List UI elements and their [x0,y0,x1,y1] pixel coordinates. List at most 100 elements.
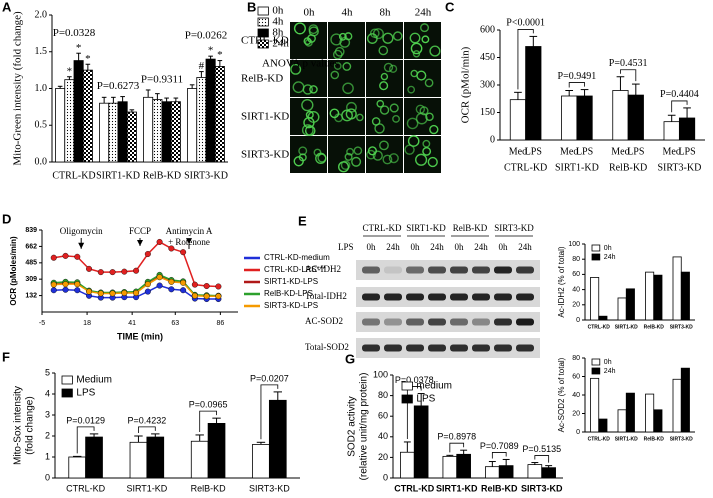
lane-label: 0h [455,242,465,252]
legend-swatch [257,6,269,16]
x-tick-label: SIRT1-KD [615,436,638,442]
column-label: 8h [380,7,392,19]
data-point [180,287,187,294]
y-tick-label: 450 [480,52,495,63]
p-value: P=0.0328 [53,27,96,39]
x-tick-label: 18 [83,320,91,327]
y-tick-label: 132 [25,292,37,299]
y-tick-label: 60 [572,373,580,380]
y-tick-label: 0.0 [35,156,48,167]
significance-mark: # [199,60,205,72]
bar-chart: 0 1 2 3 4 5 Mito-Sox intensity (fold change) CTR… [13,367,300,493]
bar [413,405,429,479]
legend-swatch [61,375,73,385]
y-tick-label: 600 [480,24,495,35]
y-tick-label: 3 [45,409,50,419]
data-point [50,254,57,261]
bar [73,60,84,163]
legend-label: 0h [272,5,284,17]
cell [409,32,421,44]
x-tick-label: RelB-KD [644,324,665,330]
bar [252,443,270,479]
data-point [156,274,163,281]
bar [617,297,627,321]
data-point [215,293,222,300]
cell [416,70,427,81]
bar-label: Med [611,146,629,157]
lane-label: 0h [499,242,509,252]
y-tick-label: 5 [45,367,50,377]
y-tick-label: 0 [383,472,388,482]
cell [392,31,403,41]
bar [55,88,66,163]
legend-swatch [591,367,601,375]
y-tick-label: 40 [572,286,580,293]
data-point [109,269,116,276]
cell [298,153,307,162]
y-axis-label: Mito-Green intensity (fold change) [12,11,24,166]
lane-label: 24h [518,242,532,252]
cell [420,23,430,33]
bar [207,422,226,479]
y-tick-label: 4 [45,388,50,398]
y-tick-label: 485 [25,260,37,267]
x-axis-label: TIME (min) [117,331,163,341]
p-bracket [138,426,156,433]
y-tick-label: 60 [378,411,388,421]
legend-label: RelB-KD-LPS [264,289,313,298]
p-bracket [517,29,534,90]
bar [576,95,593,141]
data-point [97,269,104,276]
bar [170,101,181,163]
cell [407,135,420,147]
arrow-head [186,238,192,245]
y-tick-label: 0 [45,472,50,482]
bar [672,256,682,321]
annotation: FCCP [129,226,151,236]
bar [617,409,627,433]
bar-chart: 0 20 40 60 80 Ac-SOD2 (% of total) CTRL-KD SIRT… [557,355,695,442]
bar [68,456,87,479]
y-axis-label: OCR (pMol/min) [460,46,472,123]
cell [317,153,327,163]
bar-label: LPS [678,146,695,157]
legend-label: LPS [416,394,435,405]
data-point [203,293,210,300]
cell [353,146,363,155]
data-point [62,281,69,288]
bar [485,466,500,479]
data-point [168,245,175,252]
blot-band [494,344,512,352]
data-point [168,286,175,293]
y-axis-label: Mito-Sox intensity [13,386,24,465]
cell [383,62,394,73]
column-label: 0h [304,7,316,19]
x-tick-label: SIRT3-KD [184,170,228,181]
data-point [86,288,93,295]
legend-label: 24h [604,254,616,261]
p-bracket [260,384,279,440]
data-point [121,289,128,296]
panel-label: G [345,351,355,366]
bar [205,58,216,163]
p-value: P=0.6273 [97,80,140,92]
y-tick-label: 2.0 [35,9,48,20]
y-tick-label: 20 [572,302,580,309]
bar [653,274,663,321]
y-axis-label: SOD2 activity [347,396,358,457]
legend-label: CTRL-KD-medium [264,253,330,262]
x-tick-label: 86 [216,320,224,327]
blot-band [516,344,534,352]
lane-label: 0h [367,242,377,252]
y-axis-label: (fold change) [25,396,36,454]
blot-band [384,293,402,301]
bar [645,393,655,433]
cell [290,63,302,75]
p-bracket [199,410,217,432]
cell [427,156,438,168]
data-point [203,283,210,290]
data-point [133,267,140,274]
x-tick-label: SIRT3-KD [657,162,701,173]
bar [598,315,608,321]
